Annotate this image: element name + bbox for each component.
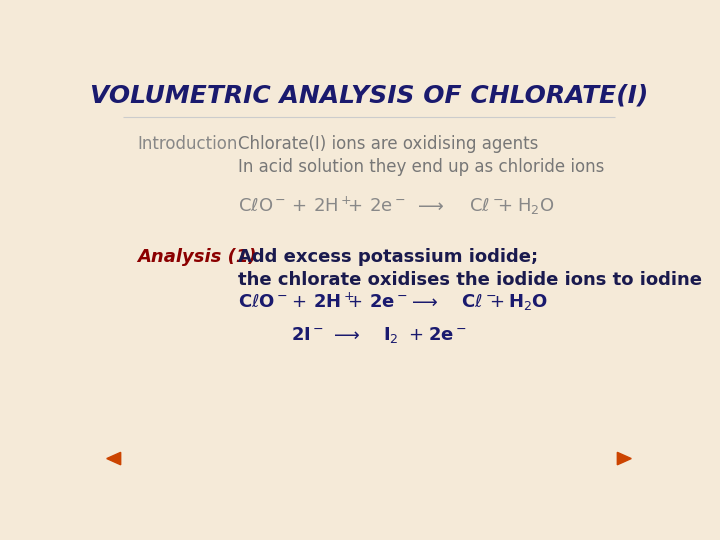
- Text: Introduction: Introduction: [138, 136, 238, 153]
- Text: $+$: $+$: [291, 293, 306, 311]
- Text: $+$: $+$: [498, 197, 513, 215]
- Text: $+$: $+$: [291, 197, 306, 215]
- Text: $\longrightarrow$: $\longrightarrow$: [330, 326, 360, 344]
- Text: 2e$^-$: 2e$^-$: [369, 197, 405, 215]
- Text: $\longrightarrow$: $\longrightarrow$: [414, 197, 444, 215]
- Text: C$\ell$O$^-$: C$\ell$O$^-$: [238, 293, 288, 311]
- Text: 2I$^-$: 2I$^-$: [291, 326, 324, 344]
- Text: H$_2$O: H$_2$O: [517, 196, 554, 216]
- Text: 2e$^-$: 2e$^-$: [369, 293, 408, 311]
- Text: 2H$^+$: 2H$^+$: [313, 292, 355, 312]
- Text: 2e$^-$: 2e$^-$: [428, 326, 467, 344]
- Text: $+$: $+$: [347, 293, 362, 311]
- Text: I$_2$: I$_2$: [383, 325, 399, 345]
- Text: Chlorate(I) ions are oxidising agents: Chlorate(I) ions are oxidising agents: [238, 136, 539, 153]
- Polygon shape: [617, 453, 631, 465]
- Polygon shape: [107, 453, 121, 465]
- Text: 2H$^+$: 2H$^+$: [313, 197, 352, 216]
- Text: VOLUMETRIC ANALYSIS OF CHLORATE(I): VOLUMETRIC ANALYSIS OF CHLORATE(I): [90, 84, 648, 107]
- Text: the chlorate oxidises the iodide ions to iodine: the chlorate oxidises the iodide ions to…: [238, 271, 702, 288]
- Text: C$\ell^-$: C$\ell^-$: [461, 293, 497, 311]
- Text: $+$: $+$: [408, 326, 423, 344]
- Text: $+$: $+$: [489, 293, 504, 311]
- Text: In acid solution they end up as chloride ions: In acid solution they end up as chloride…: [238, 158, 604, 177]
- Text: $\longrightarrow$: $\longrightarrow$: [408, 293, 438, 311]
- Text: C$\ell$O$^-$: C$\ell$O$^-$: [238, 197, 286, 215]
- Text: C$\ell^-$: C$\ell^-$: [469, 197, 505, 215]
- Text: $+$: $+$: [347, 197, 362, 215]
- Text: H$_2$O: H$_2$O: [508, 292, 549, 312]
- Text: Add excess potassium iodide;: Add excess potassium iodide;: [238, 248, 538, 266]
- Text: Analysis (1): Analysis (1): [138, 248, 257, 266]
